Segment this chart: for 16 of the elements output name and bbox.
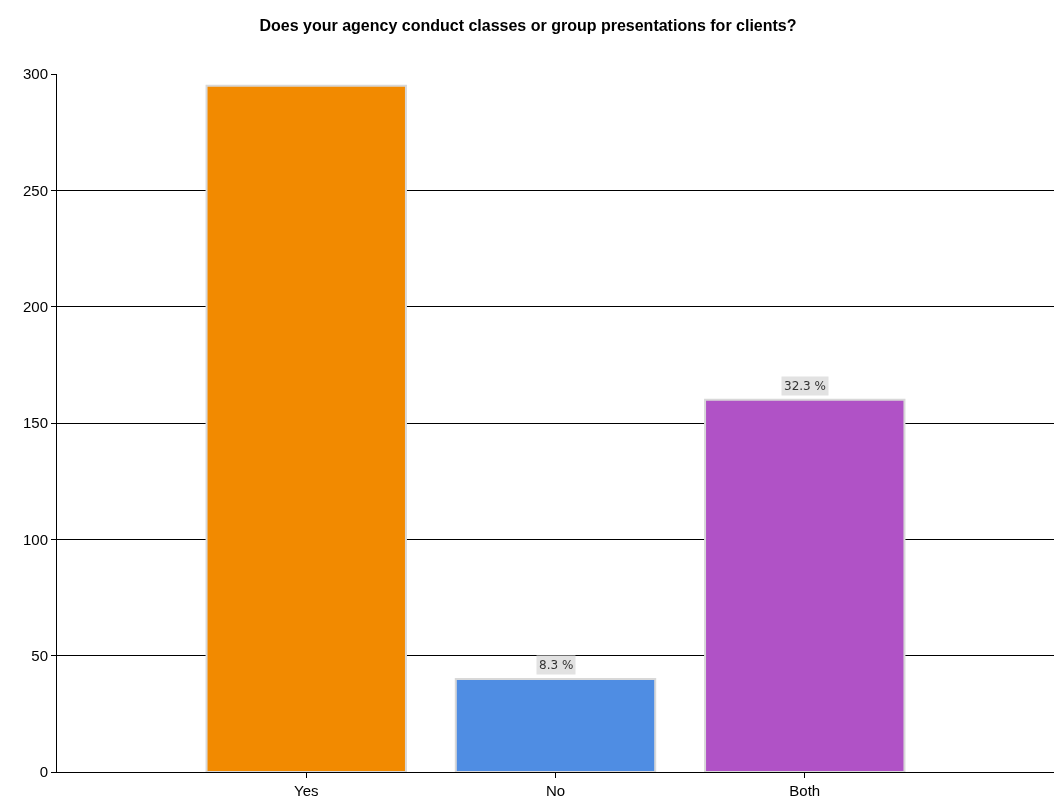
chart-title: Does your agency conduct classes or group presentations for clients? <box>259 17 797 35</box>
x-tick-label: No <box>545 782 566 799</box>
y-tick-label: 50 <box>31 646 48 664</box>
y-tick-label: 250 <box>22 181 48 199</box>
y-tick-label: 0 <box>39 763 48 781</box>
x-tick-label: Both <box>789 782 821 799</box>
bar <box>454 677 657 772</box>
y-tick-label: 300 <box>22 65 48 83</box>
y-tick-label: 100 <box>22 530 48 548</box>
y-tick-label: 200 <box>22 297 48 315</box>
annotation: 32.3 % <box>784 379 826 393</box>
y-tick-label: 150 <box>22 414 48 432</box>
bar <box>205 84 407 772</box>
x-tick-label: Yes <box>294 782 319 799</box>
bar <box>704 398 906 772</box>
annotation: 8.3 % <box>539 658 574 672</box>
